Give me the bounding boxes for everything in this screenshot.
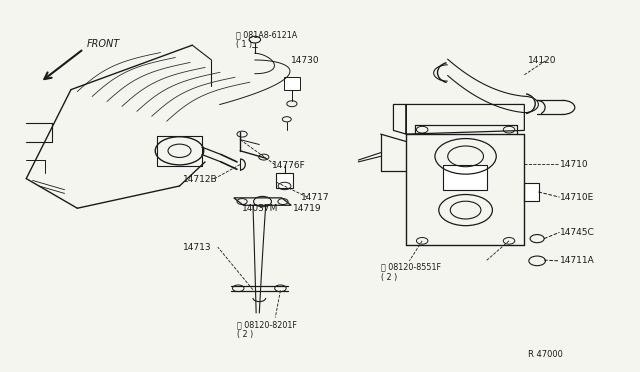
Text: R 47000: R 47000 [527, 350, 563, 359]
Text: 14745C: 14745C [559, 228, 594, 237]
Text: 14711A: 14711A [559, 256, 594, 265]
Text: 14713: 14713 [182, 243, 211, 251]
Text: 14710: 14710 [559, 160, 588, 169]
Text: 14712B: 14712B [182, 175, 218, 184]
Text: 14710E: 14710E [559, 193, 594, 202]
FancyBboxPatch shape [276, 173, 293, 188]
Text: Ⓑ 08120-8551F
( 2 ): Ⓑ 08120-8551F ( 2 ) [381, 262, 441, 282]
Text: 14776F: 14776F [272, 161, 306, 170]
FancyBboxPatch shape [524, 183, 539, 201]
FancyBboxPatch shape [444, 165, 487, 190]
FancyBboxPatch shape [284, 77, 300, 90]
Text: Ⓑ 08120-8201F
( 2 ): Ⓑ 08120-8201F ( 2 ) [237, 320, 297, 340]
Text: 14717: 14717 [301, 193, 330, 202]
Text: 14730: 14730 [291, 56, 320, 65]
Text: 14120: 14120 [527, 56, 556, 65]
Text: Ⓑ 081A8-6121A
( 1 ): Ⓑ 081A8-6121A ( 1 ) [236, 30, 297, 49]
Text: 14719: 14719 [293, 204, 322, 213]
Text: FRONT: FRONT [87, 39, 120, 49]
Text: 14037M: 14037M [242, 204, 278, 213]
